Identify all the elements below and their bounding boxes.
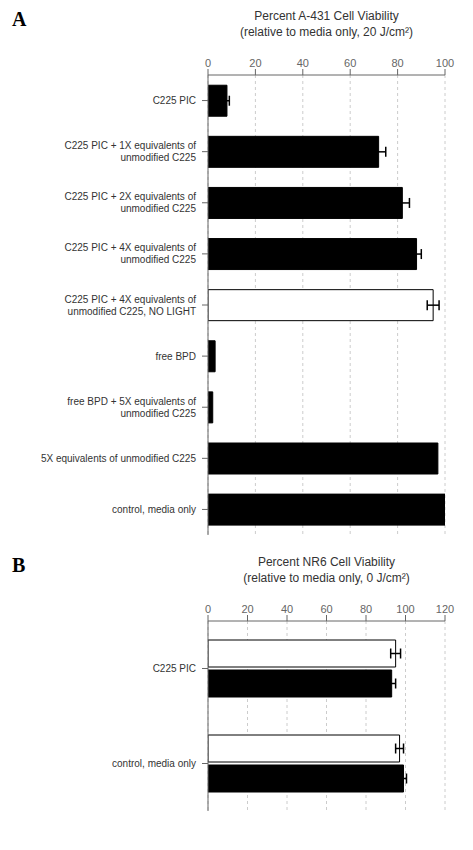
svg-text:60: 60	[320, 603, 332, 615]
svg-text:free BPD + 5X equivalents ofun: free BPD + 5X equivalents ofunmodified C…	[67, 396, 196, 419]
html-text:(relative to media only, 20 J/: (relative to media only, 20 J/cm²)	[239, 25, 414, 39]
svg-text:0: 0	[205, 603, 211, 615]
svg-text:C225 PIC + 4X equivalents ofun: C225 PIC + 4X equivalents ofunmodified C…	[65, 242, 197, 265]
svg-text:C225 PIC: C225 PIC	[153, 95, 196, 106]
svg-text:100: 100	[396, 603, 414, 615]
svg-text:80: 80	[360, 603, 372, 615]
svg-text:40: 40	[281, 603, 293, 615]
html-text:Percent NR6 Cell Viability: Percent NR6 Cell Viability	[257, 555, 396, 569]
html-text:A: A	[12, 8, 27, 30]
svg-text:C225 PIC + 4X equivalents ofun: C225 PIC + 4X equivalents ofunmodified C…	[65, 294, 197, 317]
svg-text:40: 40	[297, 57, 309, 69]
svg-text:0: 0	[205, 57, 211, 69]
svg-text:20: 20	[241, 603, 253, 615]
svg-text:C225 PIC + 1X equivalents ofun: C225 PIC + 1X equivalents ofunmodified C…	[65, 140, 197, 163]
html-text:(relative to media only, 0 J/c: (relative to media only, 0 J/cm²)	[243, 571, 410, 585]
svg-text:120: 120	[436, 603, 454, 615]
svg-text:60: 60	[344, 57, 356, 69]
svg-text:100: 100	[436, 57, 454, 69]
svg-text:5X equivalents of unmodified C: 5X equivalents of unmodified C225	[41, 453, 197, 464]
html-text:B: B	[12, 554, 26, 576]
html-text:Percent A-431 Cell Viability: Percent A-431 Cell Viability	[254, 9, 399, 23]
svg-text:C225 PIC + 2X equivalents ofun: C225 PIC + 2X equivalents ofunmodified C…	[65, 191, 197, 214]
svg-text:control, media only: control, media only	[112, 758, 196, 769]
svg-text:control, media only: control, media only	[112, 504, 196, 515]
svg-text:free BPD: free BPD	[155, 351, 196, 362]
svg-text:80: 80	[391, 57, 403, 69]
svg-text:20: 20	[249, 57, 261, 69]
svg-text:C225 PIC: C225 PIC	[153, 663, 196, 674]
